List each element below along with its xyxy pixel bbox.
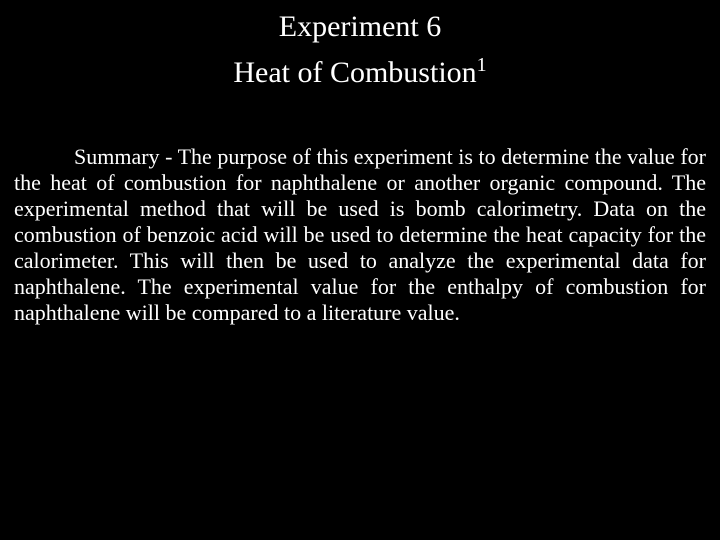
subtitle-text: Heat of Combustion: [233, 56, 476, 89]
summary-text: The purpose of this experiment is to det…: [14, 144, 706, 325]
slide: Experiment 6 Heat of Combustion1 Summary…: [0, 0, 720, 540]
summary-lead: Summary -: [74, 144, 178, 169]
subtitle-superscript: 1: [477, 54, 487, 76]
summary-paragraph: Summary - The purpose of this experiment…: [14, 144, 706, 326]
page-subtitle: Heat of Combustion1: [14, 56, 706, 90]
page-title: Experiment 6: [14, 10, 706, 44]
